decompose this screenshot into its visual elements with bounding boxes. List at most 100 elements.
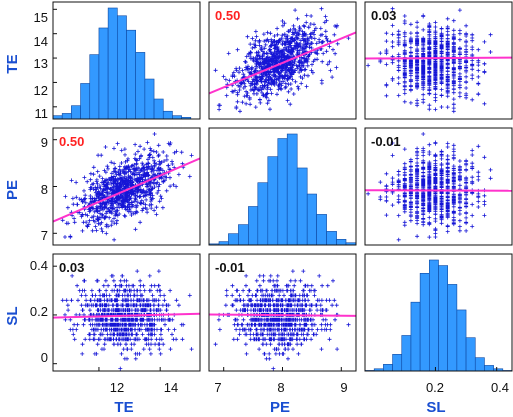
panel-frame xyxy=(208,127,357,246)
y-tick-te-12: 12 xyxy=(34,83,48,98)
x-axis-label-te: TE xyxy=(114,399,133,416)
panel-content xyxy=(209,269,356,371)
correlation-label: 0.50 xyxy=(59,134,84,149)
y-tick-pe-7: 7 xyxy=(41,228,48,243)
scatter-points xyxy=(366,6,493,114)
panel-content xyxy=(53,269,200,371)
regression-line xyxy=(53,157,200,223)
panel-content xyxy=(53,132,200,242)
matrix-panels: 0.50 0.03 0.50 -0.01 0.03 -0.01 xyxy=(52,1,513,372)
panel-te-vs-sl: 0.03 xyxy=(364,1,513,120)
scatter-points xyxy=(60,269,194,371)
panel-pe-vs-te: 0.50 xyxy=(52,127,201,246)
histogram-bar xyxy=(238,224,249,245)
scatter-points xyxy=(213,269,351,371)
panel-content xyxy=(209,6,356,114)
x-tick-pe-8: 8 xyxy=(277,380,284,395)
histogram-bar xyxy=(228,233,239,245)
y-tick-sl-0-4: 0.4 xyxy=(30,258,48,273)
histogram-bar xyxy=(248,206,259,245)
panel-frame xyxy=(364,253,513,372)
histogram-bar xyxy=(80,83,91,119)
histogram-bar xyxy=(135,52,146,119)
y-tick-pe-9: 9 xyxy=(41,135,48,150)
histogram-bar xyxy=(438,265,448,371)
histogram-bar xyxy=(306,193,317,245)
x-tick-te-12: 12 xyxy=(110,380,124,395)
histogram-bar xyxy=(107,7,118,119)
panel-content xyxy=(53,7,192,119)
histogram-bar xyxy=(383,364,393,371)
histogram-bar xyxy=(465,337,476,371)
x-tick-pe-7: 7 xyxy=(214,380,221,395)
panel-sl-vs-pe: -0.01 xyxy=(208,253,357,372)
histogram-bar xyxy=(410,301,421,371)
panel-frame xyxy=(364,127,513,246)
x-tick-pe-9: 9 xyxy=(340,380,347,395)
panel-pe-vs-sl: -0.01 xyxy=(364,127,513,246)
y-tick-sl-0: 0 xyxy=(41,350,48,365)
histogram-bar xyxy=(429,259,439,371)
panel-te-vs-pe: 0.50 xyxy=(208,1,357,120)
panel-content xyxy=(209,133,356,245)
histogram-bar xyxy=(286,133,298,245)
regression-line xyxy=(53,312,200,319)
panel-frame xyxy=(208,1,357,120)
panel-frame xyxy=(52,1,201,120)
histogram-bar xyxy=(162,110,173,119)
histogram-bar xyxy=(98,27,109,119)
histogram-bar xyxy=(71,105,81,119)
panel-content xyxy=(365,6,512,114)
histogram-bar xyxy=(153,98,164,119)
histogram-bar xyxy=(316,214,327,245)
panel-sl-vs-sl xyxy=(364,253,513,372)
regression-line xyxy=(209,31,356,95)
histogram-bar xyxy=(484,365,494,371)
histogram-bar xyxy=(392,354,403,371)
histogram-bar xyxy=(456,309,467,371)
histogram-bar xyxy=(267,156,279,245)
panel-frame xyxy=(52,253,201,372)
y-tick-sl-0-2: 0.2 xyxy=(30,304,48,319)
correlation-label: 0.03 xyxy=(371,8,396,23)
histogram-bar xyxy=(296,167,308,245)
y-axis-label-te: TE xyxy=(4,54,21,73)
histogram-bar xyxy=(89,54,100,119)
panel-te-vs-te xyxy=(52,1,201,120)
y-tick-te-13: 13 xyxy=(34,56,48,71)
histogram-bar xyxy=(419,273,430,371)
histogram-bar xyxy=(474,357,485,371)
panel-sl-vs-te: 0.03 xyxy=(52,253,201,372)
correlation-label: -0.01 xyxy=(371,134,401,149)
y-tick-te-11: 11 xyxy=(35,106,49,121)
histogram-bar xyxy=(117,15,127,119)
histogram-bar xyxy=(61,113,72,119)
histogram-bar xyxy=(447,284,458,371)
histogram-bar xyxy=(126,29,136,119)
panel-pe-vs-pe xyxy=(208,127,357,246)
regression-line xyxy=(365,56,512,60)
histogram-bar xyxy=(277,138,288,245)
correlation-label: -0.01 xyxy=(215,260,245,275)
histogram-bar xyxy=(326,231,337,245)
regression-line xyxy=(209,313,356,317)
panel-content xyxy=(365,259,512,371)
panel-content xyxy=(365,132,512,242)
scatter-points xyxy=(366,132,493,242)
y-axis-label-sl: SL xyxy=(4,306,21,325)
x-tick-labels: 12 14 7 8 9 0.2 0.4 xyxy=(110,380,509,395)
scatter-points xyxy=(60,132,194,242)
y-tick-te-15: 15 xyxy=(34,10,48,25)
x-tick-sl-0-2: 0.2 xyxy=(426,380,444,395)
y-axis-label-pe: PE xyxy=(4,180,21,200)
histogram-bar xyxy=(218,241,229,245)
x-tick-te-14: 14 xyxy=(164,380,178,395)
y-tick-te-14: 14 xyxy=(34,34,48,49)
x-tick-sl-0-4: 0.4 xyxy=(491,380,509,395)
histogram-bar xyxy=(336,239,347,245)
histogram-bar xyxy=(401,335,412,371)
panel-frame xyxy=(364,1,513,120)
x-axis-label-sl: SL xyxy=(426,399,445,416)
correlation-label: 0.50 xyxy=(215,8,240,23)
